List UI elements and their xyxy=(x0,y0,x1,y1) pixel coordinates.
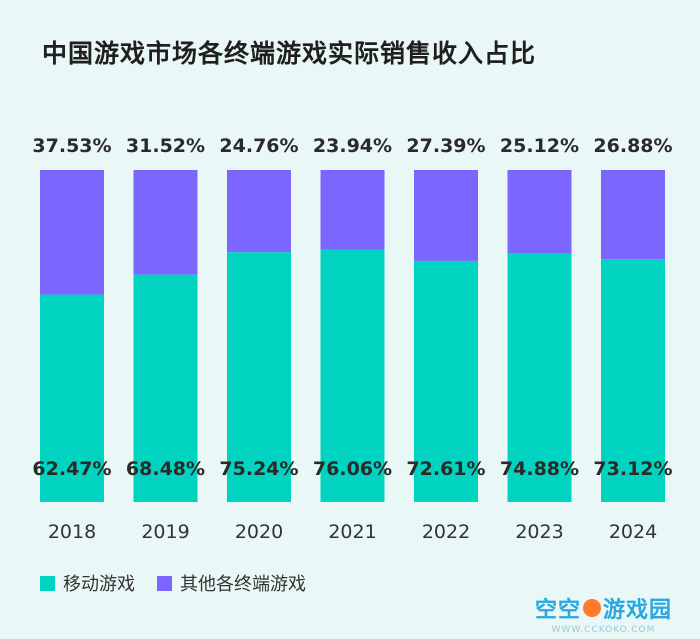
data-label-other-2024: 26.88% xyxy=(593,135,672,157)
legend-item-mobile: 移动游戏 xyxy=(40,570,135,596)
x-tick-label-2019: 2019 xyxy=(141,521,189,543)
bar-segment-other-2023 xyxy=(507,170,572,254)
bar-segment-mobile-2019 xyxy=(133,274,198,502)
legend-swatch-mobile xyxy=(40,575,55,591)
bar-segment-mobile-2024 xyxy=(601,259,665,502)
data-label-other-2022: 27.39% xyxy=(406,135,485,157)
data-label-other-2019: 31.52% xyxy=(126,135,205,157)
data-label-mobile-2022: 72.61% xyxy=(406,458,485,480)
watermark-text-a: 空空 xyxy=(534,598,581,623)
x-tick-label-2020: 2020 xyxy=(235,521,283,543)
x-tick-label-2018: 2018 xyxy=(48,521,96,543)
watermark-logo: 空空 游戏园 WWW.CCKOKO.COM xyxy=(535,592,672,635)
x-tick-label-2021: 2021 xyxy=(328,521,376,543)
bar-segment-other-2018 xyxy=(40,170,104,295)
bar-segment-other-2021 xyxy=(320,170,385,250)
bar-segment-mobile-2023 xyxy=(507,253,572,502)
x-tick-label-2022: 2022 xyxy=(422,521,470,543)
x-tick-label-2024: 2024 xyxy=(609,521,657,543)
data-label-other-2020: 24.76% xyxy=(219,135,298,157)
legend-label-mobile: 移动游戏 xyxy=(63,574,135,595)
data-label-other-2023: 25.12% xyxy=(500,135,579,157)
watermark-logo-icon xyxy=(582,599,601,617)
bar-segment-mobile-2018 xyxy=(40,294,104,502)
data-label-other-2021: 23.94% xyxy=(313,135,392,157)
bar-segment-other-2020 xyxy=(227,170,291,253)
legend: 移动游戏 其他各终端游戏 xyxy=(40,570,328,596)
watermark-url: WWW.CCKOKO.COM xyxy=(551,625,656,635)
watermark-text-b: 游戏园 xyxy=(602,598,672,623)
data-label-mobile-2020: 75.24% xyxy=(219,458,298,480)
x-tick-label-2023: 2023 xyxy=(515,521,563,543)
bar-segment-other-2024 xyxy=(601,170,665,260)
bar-segment-other-2019 xyxy=(133,170,198,275)
bar-segment-mobile-2020 xyxy=(227,252,291,502)
legend-label-other: 其他各终端游戏 xyxy=(180,574,306,595)
chart-title: 中国游戏市场各终端游戏实际销售收入占比 xyxy=(42,39,537,68)
data-label-mobile-2023: 74.88% xyxy=(500,458,579,480)
bar-segment-mobile-2022 xyxy=(414,260,478,502)
data-label-other-2018: 37.53% xyxy=(32,135,111,157)
data-label-mobile-2024: 73.12% xyxy=(593,458,672,480)
data-label-mobile-2018: 62.47% xyxy=(32,458,111,480)
stacked-bar-chart: 37.53% 62.47% 2018 31.52% 68.48% 2019 24.76% 75… xyxy=(32,135,672,543)
bar-segment-other-2022 xyxy=(414,170,478,261)
legend-item-other: 其他各终端游戏 xyxy=(157,570,306,596)
legend-swatch-other xyxy=(157,575,172,591)
data-label-mobile-2021: 76.06% xyxy=(313,458,392,480)
data-label-mobile-2019: 68.48% xyxy=(126,458,205,480)
bar-segment-mobile-2021 xyxy=(320,249,385,502)
